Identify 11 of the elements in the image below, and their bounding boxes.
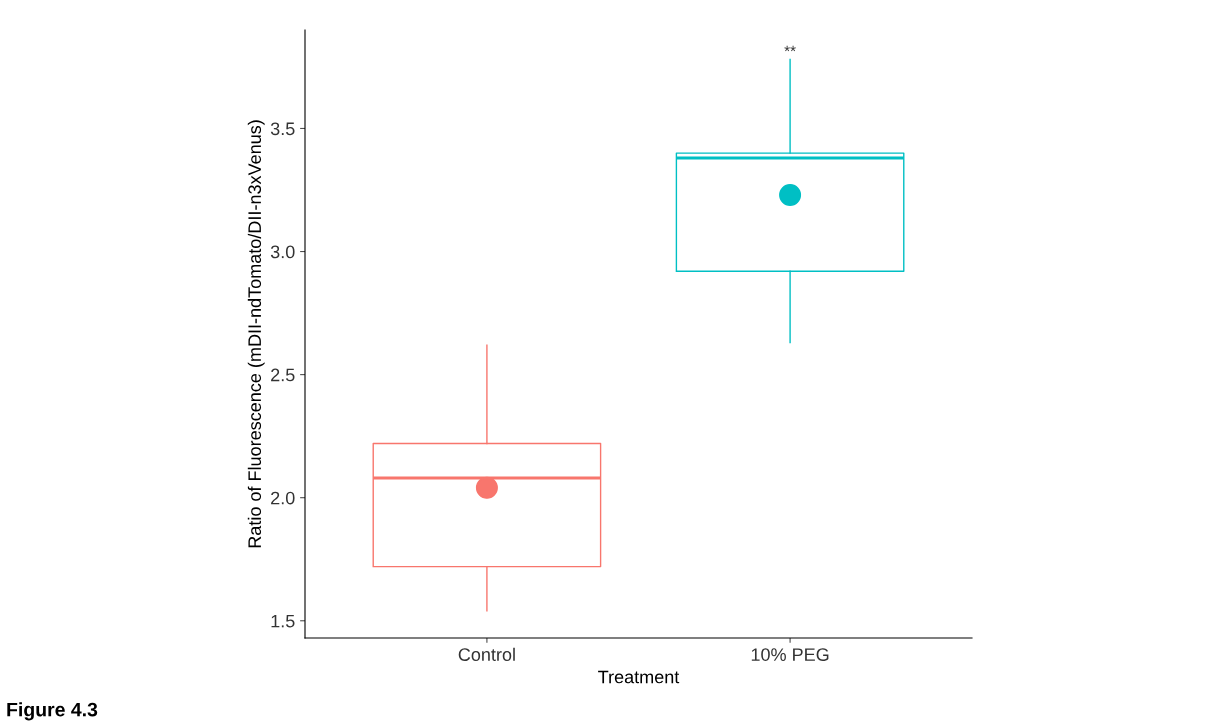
- y-axis-title: Ratio of Fluorescence (mDII-ndTomato/DII-n3xVenus): [247, 120, 265, 548]
- caption: Figure 4.3: [7, 702, 98, 721]
- x-tick-label: Control: [458, 647, 515, 661]
- y-tick-label: 2.0: [271, 491, 295, 505]
- annotation: **: [784, 45, 796, 52]
- y-tick-label: 3.5: [270, 122, 295, 136]
- y-tick-label: 3.0: [270, 245, 295, 259]
- x-axis-title: Treatment: [598, 670, 680, 684]
- x-tick-label: 10% PEG: [751, 648, 829, 661]
- y-tick-label: 1.5: [271, 614, 295, 628]
- y-tick-label: 2.5: [271, 368, 295, 382]
